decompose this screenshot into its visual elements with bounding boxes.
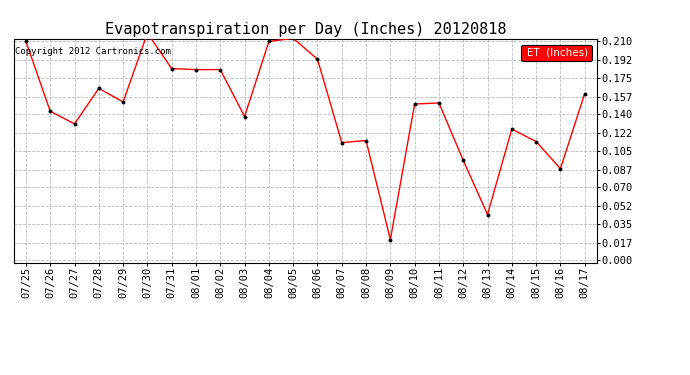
- Point: [312, 56, 323, 62]
- Point: [142, 30, 153, 36]
- Title: Evapotranspiration per Day (Inches) 20120818: Evapotranspiration per Day (Inches) 2012…: [105, 22, 506, 37]
- Point: [166, 66, 177, 72]
- Point: [264, 39, 275, 45]
- Point: [579, 91, 590, 97]
- Point: [21, 39, 32, 45]
- Point: [555, 166, 566, 172]
- Point: [361, 138, 372, 144]
- Point: [45, 108, 56, 114]
- Point: [239, 114, 250, 120]
- Legend: ET  (Inches): ET (Inches): [521, 45, 591, 61]
- Point: [117, 99, 128, 105]
- Point: [433, 100, 444, 106]
- Text: Copyright 2012 Cartronics.com: Copyright 2012 Cartronics.com: [15, 47, 171, 56]
- Point: [482, 211, 493, 217]
- Point: [190, 67, 201, 73]
- Point: [336, 140, 347, 146]
- Point: [531, 138, 542, 144]
- Point: [409, 101, 420, 107]
- Point: [457, 158, 469, 164]
- Point: [506, 126, 518, 132]
- Point: [93, 86, 104, 92]
- Point: [69, 121, 80, 127]
- Point: [215, 67, 226, 73]
- Point: [288, 35, 299, 41]
- Point: [385, 237, 396, 243]
